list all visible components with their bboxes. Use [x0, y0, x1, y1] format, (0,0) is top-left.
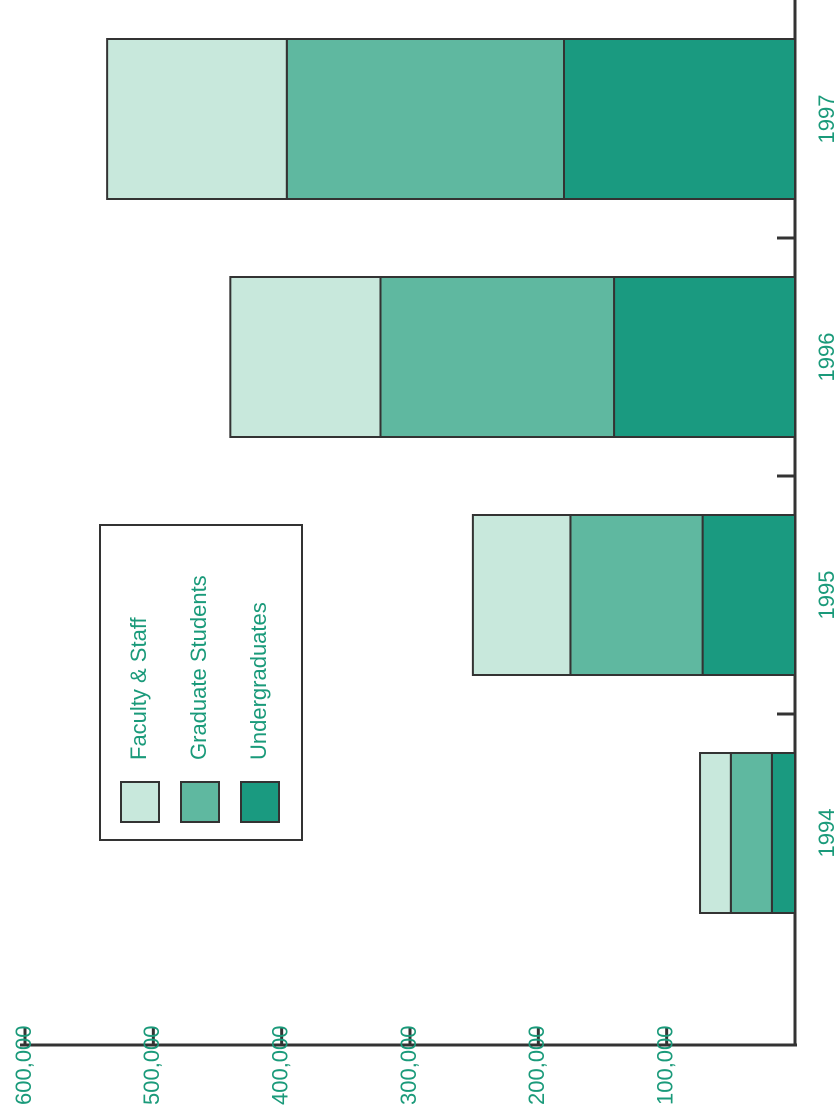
x-tick-label: 1995: [814, 571, 839, 620]
bar-segment: [569, 514, 704, 676]
bar-segment: [471, 514, 572, 676]
x-tick-label: 1997: [814, 95, 839, 144]
legend-label: Undergraduates: [246, 602, 271, 760]
y-tick-label: 200,000: [524, 1025, 549, 1105]
bar-segment: [701, 514, 796, 676]
bar-segment: [613, 276, 796, 438]
x-tick-label: 1994: [814, 809, 839, 858]
y-tick-label: 400,000: [267, 1025, 292, 1105]
y-tick-label: 500,000: [139, 1025, 164, 1105]
y-tick-label: 600,000: [11, 1025, 36, 1105]
bar-segment: [729, 752, 773, 914]
legend-swatch: [120, 781, 160, 823]
legend-label: Faculty & Staff: [126, 616, 151, 760]
bar-segment: [379, 276, 616, 438]
legend-swatch: [240, 781, 280, 823]
bar-segment: [106, 38, 288, 200]
legend-label: Graduate Students: [186, 575, 211, 760]
bar-segment: [229, 276, 382, 438]
y-tick-label: 300,000: [396, 1025, 421, 1105]
bar-segment: [699, 752, 732, 914]
x-tick-label: 1996: [814, 333, 839, 382]
bar-segment: [285, 38, 565, 200]
bar-segment: [563, 38, 796, 200]
y-tick-label: 100,000: [652, 1025, 677, 1105]
legend-swatch: [180, 781, 220, 823]
bar-segment: [770, 752, 797, 914]
